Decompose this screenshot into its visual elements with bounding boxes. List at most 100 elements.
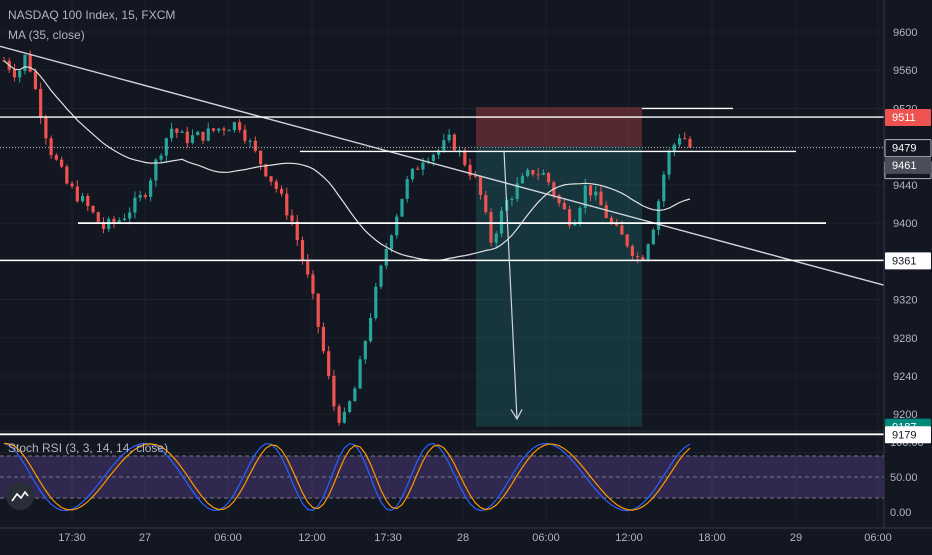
candle: [33, 71, 38, 89]
candle: [316, 293, 320, 327]
candle: [190, 135, 195, 144]
rsi-tick: 0.00: [890, 507, 911, 519]
candle: [159, 155, 163, 160]
candle: [133, 197, 137, 213]
candle: [641, 257, 645, 260]
candle: [683, 138, 687, 140]
chart-title: NASDAQ 100 Index, 15, FXCM: [8, 8, 176, 22]
candle: [264, 164, 268, 177]
projection-arrowhead: [510, 409, 523, 421]
candle: [269, 176, 273, 182]
candle: [662, 174, 666, 202]
price-label-box: [884, 139, 932, 158]
candle: [201, 131, 205, 141]
candle: [410, 168, 415, 180]
time-tick: 06:00: [532, 532, 560, 544]
time-tick: 12:00: [298, 532, 326, 544]
time-tick: 27: [139, 532, 151, 544]
price-tick: 9400: [893, 218, 917, 230]
candle: [363, 341, 367, 360]
stoch-legend: Stoch RSI (3, 3, 14, 14, close): [8, 441, 169, 455]
candle: [311, 274, 315, 294]
candle: [463, 150, 467, 165]
candle: [353, 388, 357, 402]
stoch-rsi: [0, 430, 932, 512]
projection-arrow: [503, 150, 518, 420]
candle: [80, 196, 85, 202]
candle: [65, 166, 69, 184]
price-tick: 9240: [893, 371, 917, 383]
candle: [75, 186, 79, 202]
candle: [274, 181, 278, 189]
stop-zone: [476, 107, 642, 147]
candle: [39, 88, 43, 118]
tradingview-logo[interactable]: [6, 482, 34, 510]
candle: [651, 229, 655, 245]
candle: [332, 375, 336, 407]
candle: [437, 150, 441, 155]
trend-lines[interactable]: [0, 45, 885, 436]
candle: [154, 159, 158, 181]
candle: [327, 351, 331, 376]
candle: [473, 175, 477, 177]
candle: [290, 215, 294, 222]
candle: [86, 196, 90, 206]
price-label: 9179: [892, 429, 916, 441]
time-tick: 17:30: [374, 532, 402, 544]
candle: [374, 286, 378, 319]
candle: [321, 326, 326, 352]
overlay: [476, 107, 642, 427]
candle: [295, 221, 299, 241]
candle: [688, 138, 692, 148]
candle: [169, 128, 174, 139]
candle: [609, 217, 614, 223]
candle: [588, 185, 593, 196]
candle: [258, 150, 263, 165]
candle: [536, 174, 540, 176]
candle: [583, 185, 587, 208]
candle: [646, 244, 650, 260]
price-label-box: [885, 426, 931, 444]
candle: [196, 131, 200, 136]
candle: [541, 173, 545, 175]
candle: [180, 131, 184, 133]
candle: [379, 265, 383, 287]
candle: [526, 169, 530, 176]
candle: [117, 220, 121, 223]
candle: [306, 259, 310, 275]
candle: [515, 183, 519, 199]
candle: [91, 205, 95, 213]
candle: [149, 180, 153, 197]
price-tick: 9560: [893, 65, 917, 77]
candle: [248, 140, 252, 142]
candle: [279, 188, 284, 194]
candle: [531, 169, 535, 175]
candle: [143, 195, 147, 197]
time-tick: 17:30: [58, 532, 86, 544]
candle: [243, 129, 247, 141]
candle: [489, 212, 493, 243]
candle: [656, 201, 661, 230]
candle: [615, 222, 619, 226]
candle: [452, 134, 456, 151]
candle: [421, 162, 425, 170]
candle: [604, 205, 608, 218]
candle: [431, 154, 436, 161]
time-tick: 18:00: [698, 532, 726, 544]
target-zone: [476, 146, 642, 427]
time-tick: 29: [790, 532, 802, 544]
candle: [557, 195, 561, 203]
price-tick: 9200: [893, 409, 917, 421]
candle: [400, 198, 404, 217]
candle: [238, 122, 242, 130]
price-tick: 9280: [893, 333, 917, 345]
candle: [206, 128, 210, 141]
candle: [253, 140, 257, 151]
candle: [578, 207, 582, 224]
candle: [337, 406, 341, 423]
candle: [96, 212, 100, 222]
candle: [520, 175, 525, 184]
candle: [101, 221, 106, 229]
